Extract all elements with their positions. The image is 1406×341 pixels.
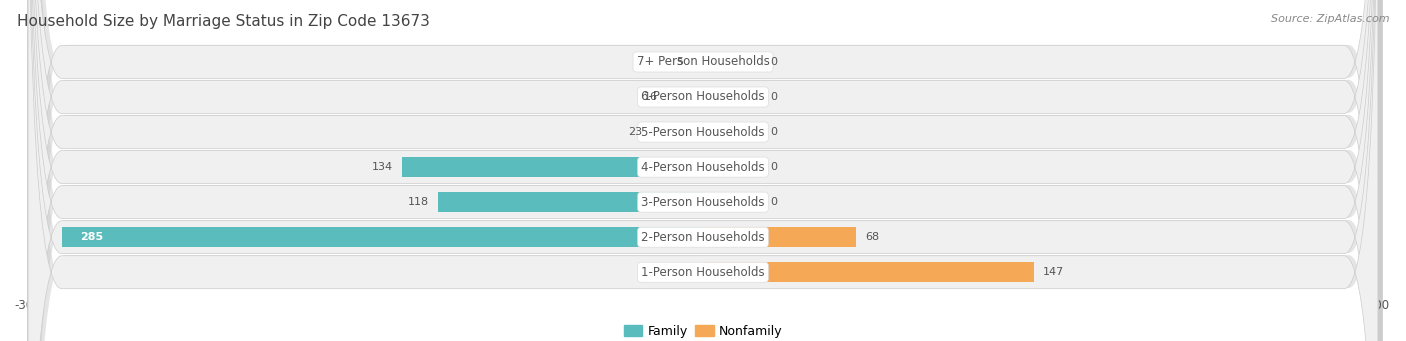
Text: 7+ Person Households: 7+ Person Households xyxy=(637,56,769,69)
FancyBboxPatch shape xyxy=(32,0,1382,341)
Text: Household Size by Marriage Status in Zip Code 13673: Household Size by Marriage Status in Zip… xyxy=(17,14,430,29)
FancyBboxPatch shape xyxy=(32,0,1382,341)
Text: 0: 0 xyxy=(770,57,778,67)
FancyBboxPatch shape xyxy=(32,0,1382,341)
Text: 134: 134 xyxy=(371,162,392,172)
Bar xyxy=(651,122,703,142)
Bar xyxy=(437,192,703,212)
Text: 0: 0 xyxy=(770,92,778,102)
FancyBboxPatch shape xyxy=(28,0,1378,341)
Text: 6-Person Households: 6-Person Households xyxy=(641,90,765,104)
Bar xyxy=(62,227,703,247)
Text: 2-Person Households: 2-Person Households xyxy=(641,231,765,244)
FancyBboxPatch shape xyxy=(28,0,1378,341)
Text: 0: 0 xyxy=(770,197,778,207)
Bar xyxy=(692,52,703,72)
Bar xyxy=(402,157,703,177)
Bar xyxy=(666,87,703,107)
Text: 147: 147 xyxy=(1043,267,1064,277)
Text: Source: ZipAtlas.com: Source: ZipAtlas.com xyxy=(1271,14,1389,24)
Text: 0: 0 xyxy=(770,162,778,172)
Text: 5-Person Households: 5-Person Households xyxy=(641,125,765,138)
Text: 68: 68 xyxy=(865,232,879,242)
Bar xyxy=(703,227,856,247)
FancyBboxPatch shape xyxy=(28,0,1378,341)
Text: 0: 0 xyxy=(770,127,778,137)
Text: 23: 23 xyxy=(628,127,643,137)
FancyBboxPatch shape xyxy=(28,0,1378,341)
FancyBboxPatch shape xyxy=(32,0,1382,341)
Legend: Family, Nonfamily: Family, Nonfamily xyxy=(619,320,787,341)
Text: 5: 5 xyxy=(676,57,683,67)
Text: 4-Person Households: 4-Person Households xyxy=(641,161,765,174)
Text: 1-Person Households: 1-Person Households xyxy=(641,266,765,279)
FancyBboxPatch shape xyxy=(32,0,1382,341)
Bar xyxy=(703,262,1033,282)
Text: 118: 118 xyxy=(408,197,429,207)
FancyBboxPatch shape xyxy=(32,0,1382,341)
Text: 16: 16 xyxy=(644,92,658,102)
FancyBboxPatch shape xyxy=(28,0,1378,341)
FancyBboxPatch shape xyxy=(28,0,1378,341)
FancyBboxPatch shape xyxy=(28,0,1378,341)
Text: 3-Person Households: 3-Person Households xyxy=(641,196,765,209)
Text: 285: 285 xyxy=(80,232,103,242)
FancyBboxPatch shape xyxy=(32,0,1382,341)
